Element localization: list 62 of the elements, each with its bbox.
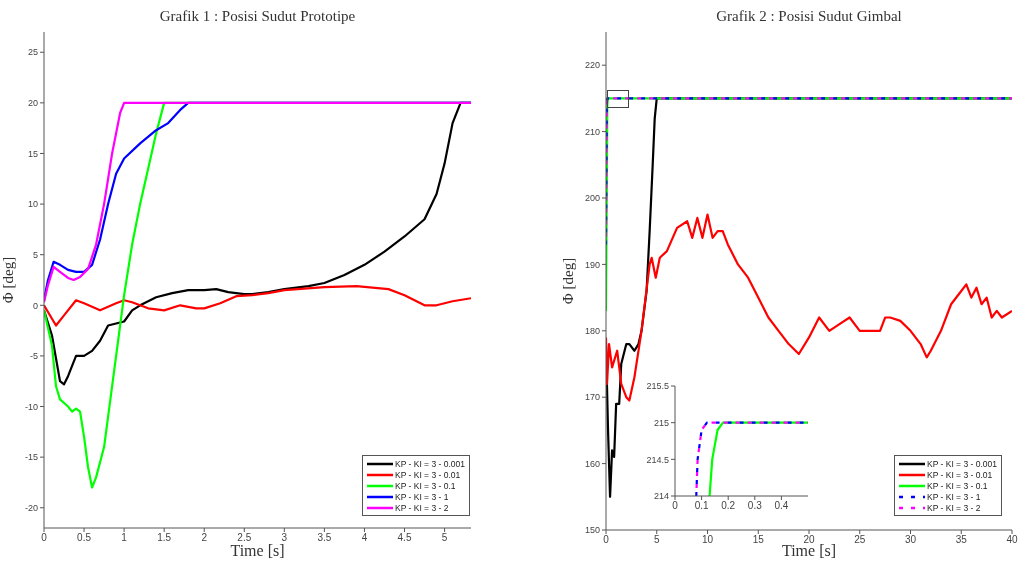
y-tick-label: 214.5 bbox=[646, 454, 669, 465]
x-tick-label: 0.1 bbox=[694, 500, 709, 512]
x-tick-label: 0 bbox=[603, 534, 610, 546]
y-tick-label: 214 bbox=[653, 491, 669, 502]
legend-label: KP - KI = 3 - 0.001 bbox=[926, 458, 997, 469]
x-tick-label: 0.3 bbox=[747, 500, 763, 512]
y-tick-label: -20 bbox=[24, 502, 38, 513]
x-tick-label: 4.5 bbox=[397, 532, 412, 544]
y-tick-label: 215.5 bbox=[646, 381, 669, 392]
x-tick-label: 35 bbox=[955, 534, 968, 546]
x-tick-label: 0 bbox=[672, 500, 679, 512]
y-tick-label: -5 bbox=[29, 351, 38, 362]
legend-label: KP - KI = 3 - 2 bbox=[394, 502, 449, 513]
legend-label: KP - KI = 3 - 0.1 bbox=[926, 480, 988, 491]
x-tick-label: 0.5 bbox=[77, 532, 92, 544]
legend-label: KP - KI = 3 - 2 bbox=[926, 502, 981, 513]
x-tick-label: 4 bbox=[361, 532, 368, 544]
legend-label: KP - KI = 3 - 0.01 bbox=[394, 469, 461, 480]
x-tick-label: 25 bbox=[854, 534, 866, 546]
x-tick-label: 3 bbox=[281, 532, 288, 544]
x-tick-label: 10 bbox=[701, 534, 714, 546]
y-tick-label: -10 bbox=[24, 401, 38, 412]
x-tick-label: 0 bbox=[41, 532, 48, 544]
y-tick-label: 20 bbox=[27, 98, 38, 109]
legend-label: KP - KI = 3 - 0.1 bbox=[394, 480, 456, 491]
y-tick-label: 10 bbox=[27, 199, 38, 210]
y-tick-label: 150 bbox=[584, 525, 600, 536]
x-tick-label: 40 bbox=[1006, 534, 1018, 546]
legend-label: KP - KI = 3 - 0.01 bbox=[926, 469, 993, 480]
chart-title: Grafik 2 : Posisi Sudut Gimbal bbox=[715, 8, 903, 25]
x-tick-label: 2 bbox=[201, 532, 208, 544]
line-series bbox=[44, 284, 471, 327]
x-axis-title: Time [s] bbox=[230, 542, 285, 559]
x-tick-label: 1 bbox=[121, 532, 128, 544]
x-tick-label: 15 bbox=[752, 534, 765, 546]
y-tick-label: 15 bbox=[27, 148, 38, 159]
legend-label: KP - KI = 3 - 1 bbox=[926, 491, 981, 502]
y-tick-label: 170 bbox=[584, 392, 600, 403]
y-tick-label: 200 bbox=[584, 193, 600, 204]
y-tick-label: 220 bbox=[584, 60, 600, 71]
y-tick-label: 5 bbox=[32, 249, 38, 260]
y-tick-label: 180 bbox=[584, 325, 600, 336]
y-tick-label: -15 bbox=[24, 452, 38, 463]
y-tick-label: 215 bbox=[653, 417, 669, 428]
x-tick-label: 3.5 bbox=[317, 532, 332, 544]
legend-label: KP - KI = 3 - 1 bbox=[394, 491, 449, 502]
x-tick-label: 2.5 bbox=[237, 532, 252, 544]
chart-title: Grafik 1 : Posisi Sudut Prototipe bbox=[158, 8, 357, 25]
y-axis-title: Φ [deg] bbox=[560, 257, 577, 305]
y-tick-label: 190 bbox=[584, 259, 600, 270]
x-tick-label: 0.2 bbox=[721, 500, 736, 512]
x-tick-label: 1.5 bbox=[157, 532, 172, 544]
y-tick-label: 210 bbox=[584, 126, 600, 137]
y-tick-label: 0 bbox=[32, 300, 38, 311]
x-tick-label: 30 bbox=[904, 534, 917, 546]
y-axis-title: Φ [deg] bbox=[0, 256, 17, 304]
x-tick-label: 0.4 bbox=[774, 500, 789, 512]
legend-label: KP - KI = 3 - 0.001 bbox=[394, 458, 465, 469]
line-series bbox=[606, 213, 1012, 402]
y-tick-label: 25 bbox=[27, 47, 38, 58]
x-tick-label: 5 bbox=[441, 532, 448, 544]
y-tick-label: 160 bbox=[584, 458, 600, 469]
